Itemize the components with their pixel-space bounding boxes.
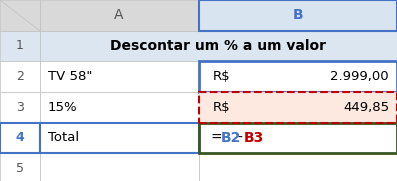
Text: B3: B3 (244, 131, 264, 145)
Bar (198, 92, 397, 123)
Text: =: = (210, 131, 222, 145)
Bar (0, 92, 40, 123)
Bar (0, 123, 40, 153)
Text: Descontar um % a um valor: Descontar um % a um valor (110, 39, 326, 53)
Text: TV 58": TV 58" (48, 70, 92, 83)
Text: 3: 3 (16, 101, 24, 114)
Bar (198, 153, 397, 181)
Bar (0, 31, 40, 61)
Bar (198, 123, 397, 153)
Text: 15%: 15% (48, 101, 77, 114)
Text: 5: 5 (16, 162, 24, 175)
Bar (0, 61, 40, 92)
Text: B2: B2 (220, 131, 241, 145)
Bar (0, 0, 40, 31)
Bar (40, 123, 198, 153)
Text: R$: R$ (212, 101, 230, 114)
Text: -: - (237, 131, 242, 145)
Bar (198, 92, 397, 123)
Text: 4: 4 (15, 131, 24, 144)
Text: 449,85: 449,85 (343, 101, 389, 114)
Bar (40, 92, 198, 123)
Text: 1: 1 (16, 39, 24, 52)
Bar (40, 0, 198, 31)
Text: B: B (293, 8, 303, 22)
Bar (198, 0, 397, 31)
Text: Total: Total (48, 131, 79, 144)
Bar (0, 153, 40, 181)
Bar (40, 61, 198, 92)
Text: 2: 2 (16, 70, 24, 83)
Bar (40, 153, 198, 181)
Text: A: A (114, 8, 124, 22)
Text: R$: R$ (212, 70, 230, 83)
Bar (198, 61, 397, 92)
Text: 2.999,00: 2.999,00 (330, 70, 389, 83)
Bar (40, 31, 397, 61)
